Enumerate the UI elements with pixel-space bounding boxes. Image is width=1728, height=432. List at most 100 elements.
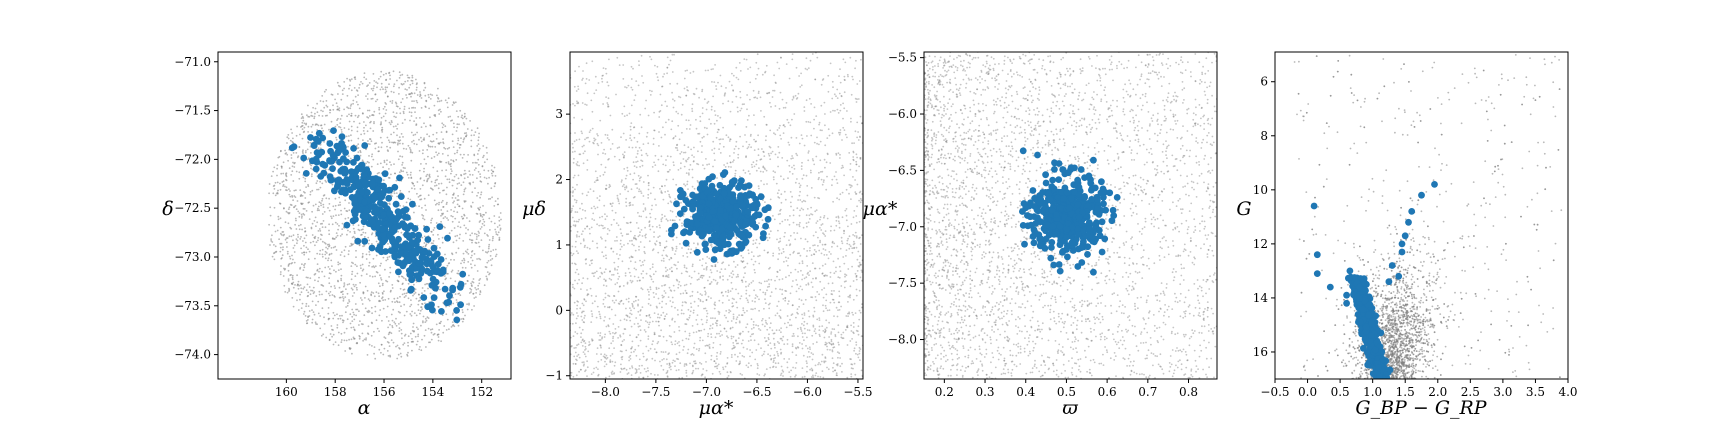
field-point: [389, 78, 391, 80]
field-point: [607, 158, 609, 161]
field-point: [436, 170, 439, 173]
field-point: [437, 336, 440, 338]
field-point: [692, 331, 695, 334]
field-point: [350, 89, 353, 92]
field-point: [690, 302, 692, 305]
member-point: [354, 164, 362, 172]
field-point: [828, 321, 830, 324]
field-point: [405, 171, 408, 174]
field-point: [571, 186, 574, 189]
field-point: [405, 295, 407, 297]
field-point: [485, 211, 487, 214]
field-point: [450, 258, 452, 261]
field-point: [598, 339, 601, 341]
field-point: [413, 293, 416, 295]
field-point: [639, 339, 642, 342]
field-point: [350, 265, 353, 267]
field-point: [304, 151, 307, 154]
field-point: [299, 298, 301, 301]
field-point: [380, 116, 383, 119]
field-point: [644, 226, 646, 229]
field-point: [346, 304, 349, 307]
field-point: [721, 178, 724, 180]
field-point: [571, 262, 574, 265]
field-point: [818, 317, 821, 319]
field-point: [493, 166, 496, 169]
field-point: [332, 104, 334, 107]
field-point: [386, 145, 388, 148]
field-point: [385, 163, 388, 166]
member-point: [411, 225, 419, 232]
field-point: [823, 336, 826, 339]
member-point: [415, 259, 423, 267]
field-point: [411, 338, 413, 340]
field-point: [625, 349, 628, 352]
field-point: [404, 333, 407, 336]
field-point: [692, 311, 695, 314]
field-point: [436, 202, 438, 205]
field-point: [415, 89, 418, 91]
field-point: [748, 114, 750, 117]
field-point: [307, 291, 310, 294]
field-point: [311, 234, 314, 236]
field-point: [852, 150, 855, 153]
field-point: [772, 215, 774, 217]
field-point: [463, 190, 466, 193]
field-point: [347, 145, 349, 148]
field-point: [361, 82, 364, 85]
field-point: [662, 351, 665, 353]
field-point: [855, 221, 858, 224]
field-point: [782, 370, 785, 373]
field-point: [661, 213, 663, 216]
field-point: [777, 165, 779, 168]
field-point: [415, 326, 418, 329]
field-point: [368, 115, 371, 117]
field-point: [310, 167, 312, 170]
field-point: [499, 229, 502, 231]
field-point: [820, 360, 823, 363]
field-point: [842, 256, 845, 258]
field-point: [328, 244, 331, 247]
field-point: [279, 202, 282, 205]
field-point: [614, 314, 617, 317]
field-point: [778, 197, 781, 199]
field-point: [660, 191, 663, 194]
field-point: [476, 177, 478, 180]
field-point: [470, 139, 473, 142]
field-point: [838, 352, 841, 355]
y-tick-label: −71.0: [174, 55, 211, 69]
field-point: [734, 346, 736, 348]
field-point: [368, 264, 370, 267]
field-point: [741, 355, 744, 357]
field-point: [718, 128, 720, 131]
field-point: [349, 245, 351, 248]
field-point: [387, 355, 390, 357]
field-point: [600, 346, 602, 349]
field-point: [362, 112, 364, 115]
field-point: [493, 215, 496, 217]
field-point: [583, 246, 586, 249]
field-point: [461, 114, 463, 117]
field-point: [478, 221, 481, 223]
field-point: [732, 89, 734, 91]
field-point: [361, 256, 364, 259]
field-point: [633, 300, 635, 303]
field-point: [355, 286, 358, 289]
field-point: [666, 371, 669, 374]
field-point: [772, 361, 775, 363]
field-point: [279, 271, 282, 273]
field-point: [855, 153, 858, 156]
field-point: [428, 107, 430, 110]
field-point: [476, 162, 478, 164]
field-point: [292, 180, 295, 182]
field-point: [329, 109, 331, 111]
field-point: [740, 107, 743, 110]
field-point: [437, 109, 440, 112]
field-point: [803, 277, 806, 280]
field-point: [606, 233, 609, 235]
field-point: [349, 231, 351, 233]
field-point: [412, 139, 415, 142]
member-point: [401, 224, 409, 231]
field-point: [301, 215, 303, 218]
field-point: [571, 254, 574, 257]
